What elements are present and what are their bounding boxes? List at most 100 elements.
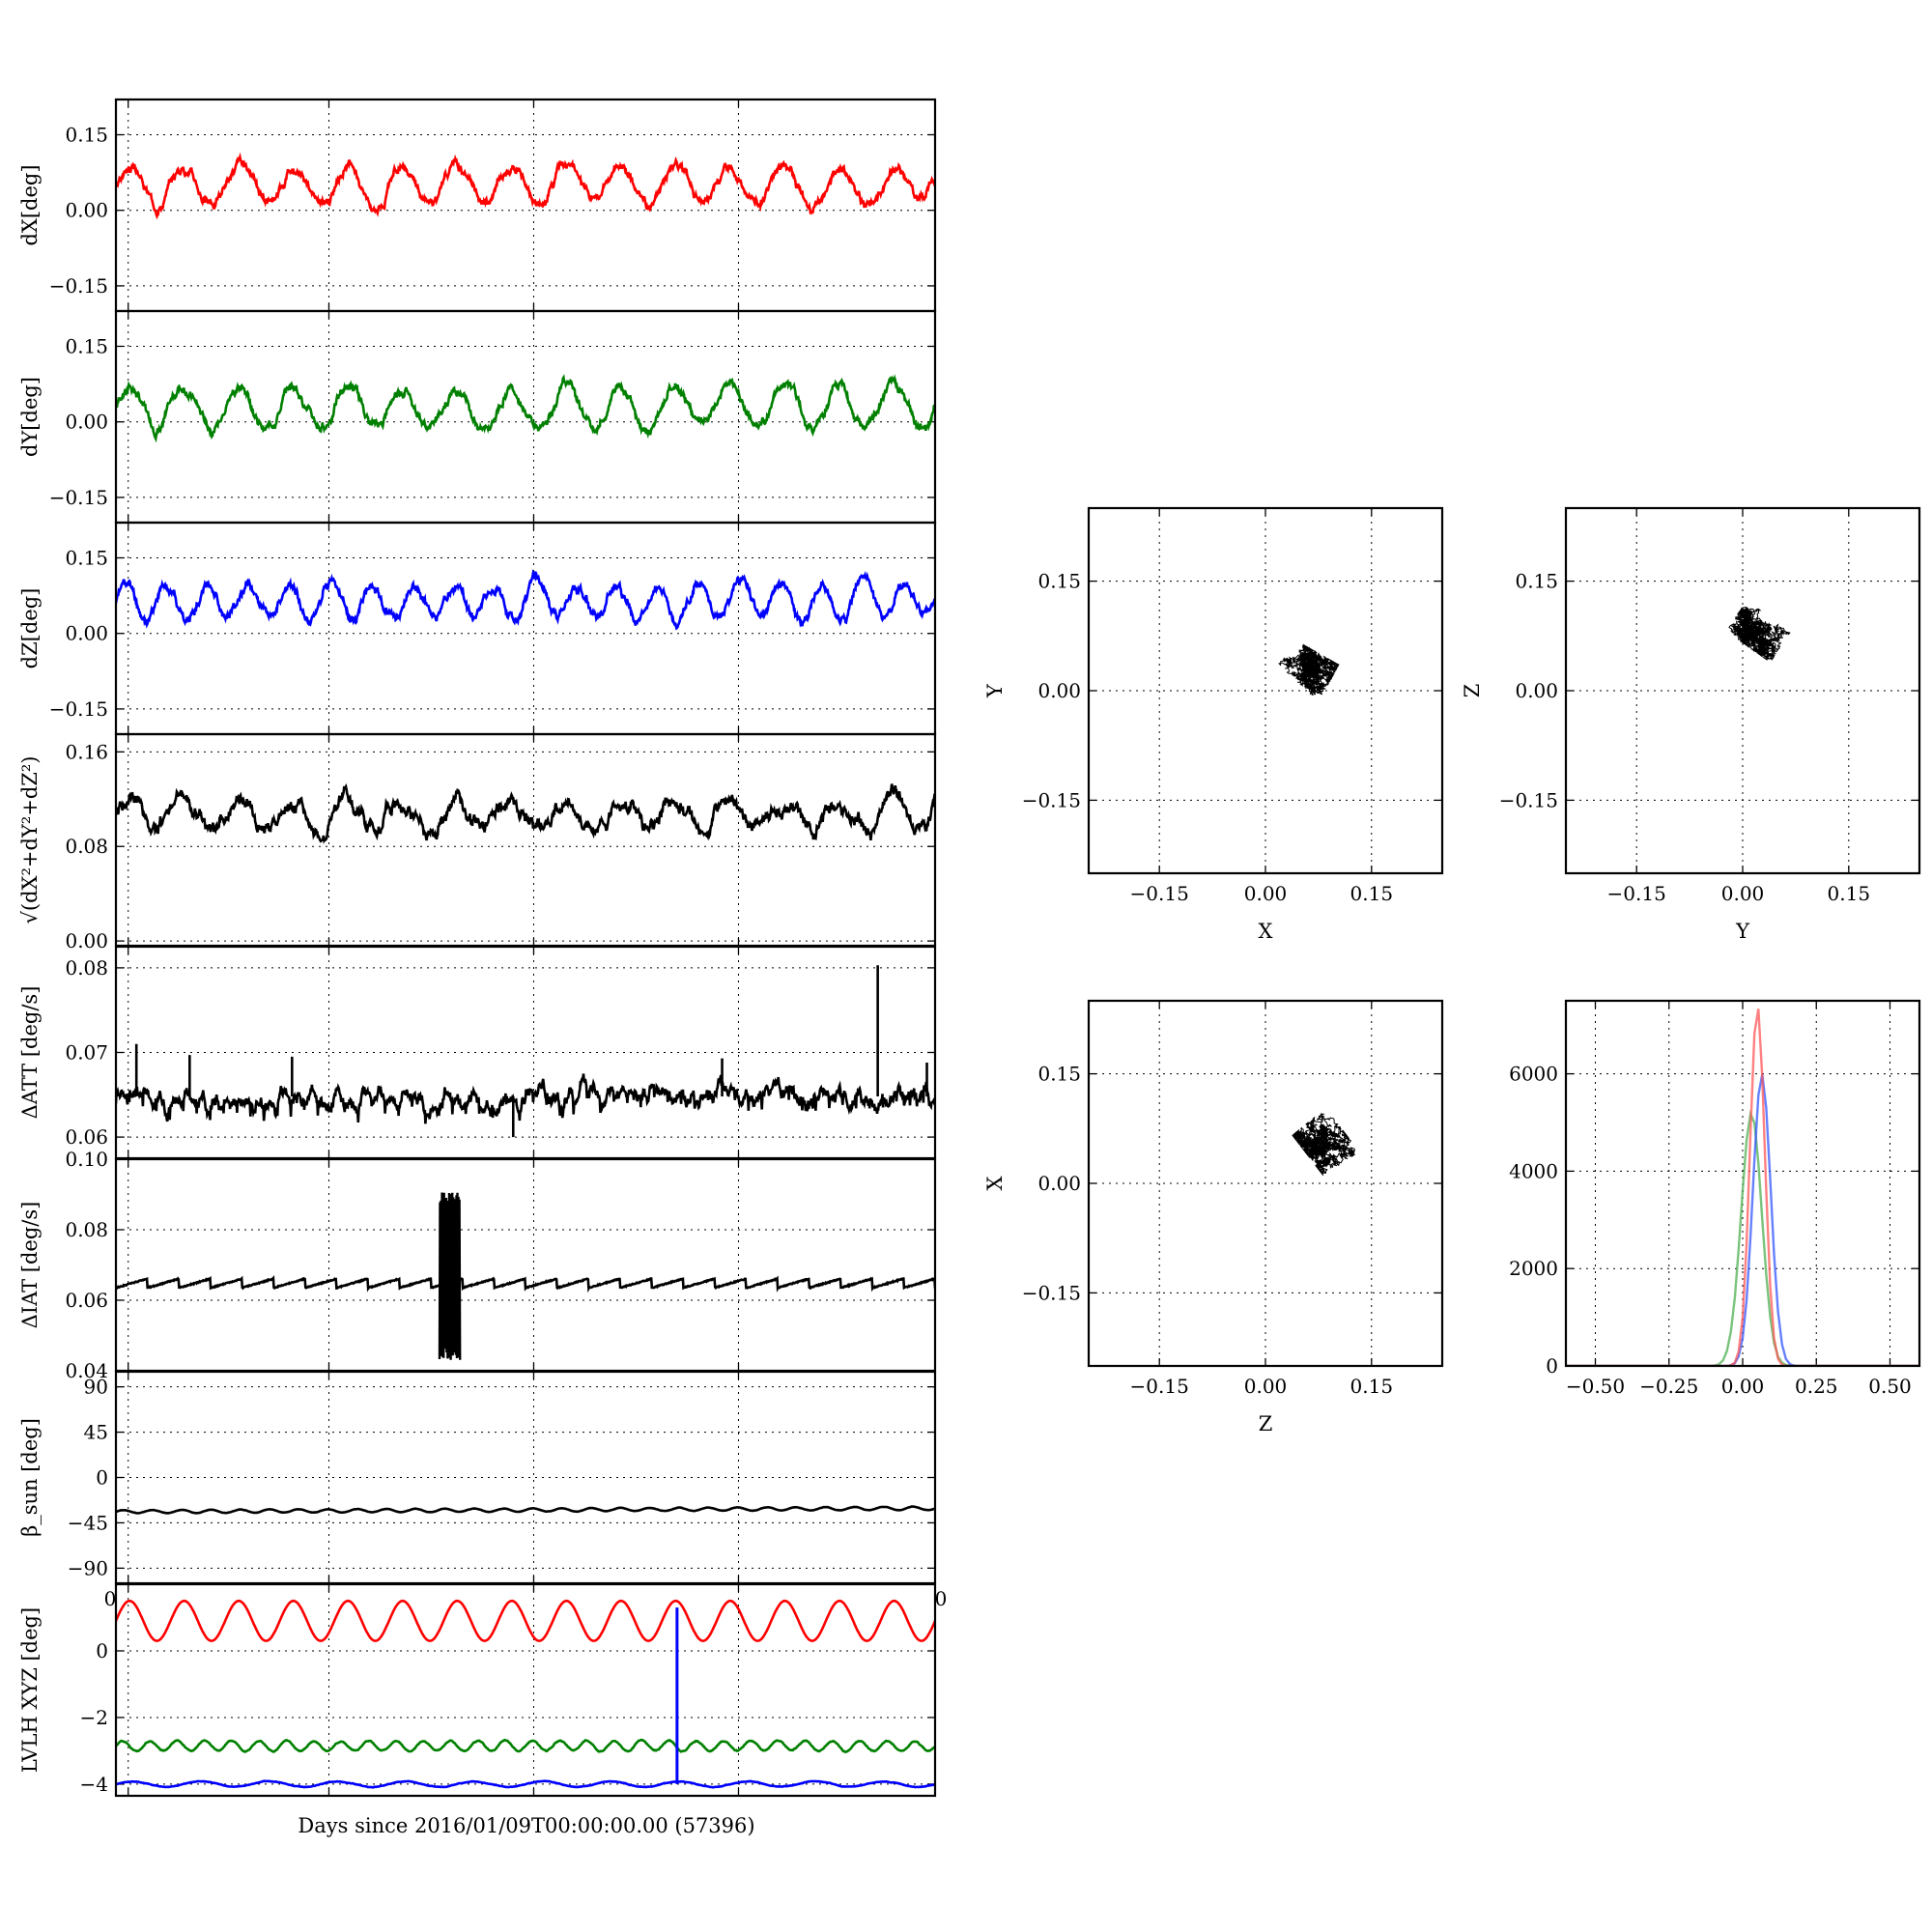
trajectory (1292, 1113, 1356, 1177)
axes-frame (114, 1157, 937, 1373)
axes-frame (114, 521, 937, 736)
y-tick-label: 0.15 (1037, 570, 1081, 593)
series-line (116, 782, 935, 844)
y-axis-label: LVLH XYZ [deg] (18, 1607, 42, 1773)
y-tick-label: 90 (84, 1376, 108, 1399)
x-tick-label: −0.25 (1639, 1375, 1698, 1398)
series-line (116, 1738, 935, 1754)
axes-frame (114, 98, 937, 313)
y-tick-label: −90 (68, 1556, 108, 1579)
series-line (116, 568, 935, 631)
y-tick-label: 0.06 (65, 1125, 108, 1149)
y-tick-label: 0.08 (65, 1218, 108, 1241)
y-tick-label: 0.06 (65, 1289, 108, 1312)
x-tick-label: 0 (935, 1587, 948, 1610)
panel-dz: 0.15 0.00 −0.15 dZ[deg] (18, 521, 937, 736)
y-axis-label: ΔIAT [deg/s] (18, 1202, 42, 1329)
y-tick-label: 0.15 (1515, 570, 1558, 593)
y-tick-label: 0.00 (1037, 679, 1081, 702)
x-axis-label: Z (1259, 1412, 1273, 1435)
x-tick-label: −0.15 (1130, 1375, 1189, 1398)
y-tick-label: 6000 (1509, 1063, 1558, 1086)
y-axis-label: β_sun [deg] (18, 1418, 42, 1537)
axes-frame (1564, 506, 1921, 875)
y-axis-label: X (983, 1176, 1007, 1190)
y-axis-label: dZ[deg] (18, 588, 42, 669)
x-tick-label: −0.50 (1566, 1375, 1625, 1398)
x-tick-label: 0.00 (1721, 882, 1765, 905)
x-tick-label: 0.15 (1350, 1375, 1394, 1398)
x-tick-label: 0.25 (1795, 1375, 1838, 1398)
panel-hist: 6000 4000 2000 0 −0.50 −0.25 0.00 0.25 0.50 (1509, 999, 1921, 1398)
y-tick-label: −4 (80, 1773, 108, 1796)
trajectory (1278, 643, 1340, 696)
y-axis-label: √(dX²+dY²+dZ²) (18, 756, 42, 924)
x-axis-label: X (1259, 920, 1273, 943)
plot-area (116, 568, 935, 631)
axes-frame (114, 1582, 937, 1798)
axes-frame (1087, 999, 1444, 1368)
y-tick-label: −0.15 (1022, 788, 1081, 811)
y-tick-label: 2000 (1509, 1257, 1558, 1280)
y-tick-label: 0.07 (65, 1041, 108, 1065)
x-tick-label: 0.50 (1868, 1375, 1912, 1398)
y-tick-label: 0.15 (1037, 1063, 1081, 1086)
series-line (116, 1275, 935, 1293)
y-tick-label: −0.15 (1499, 788, 1558, 811)
panel-beta: 90 45 0 −45 −90 β_sun [deg] (18, 1370, 937, 1585)
burst (438, 1192, 462, 1360)
plot-area (116, 152, 935, 220)
y-tick-label: 0.00 (65, 929, 108, 952)
x-tick-label: 0.00 (1244, 882, 1288, 905)
y-tick-label: 0.00 (65, 199, 108, 222)
y-tick-label: 0.15 (65, 547, 108, 570)
plot-area (1728, 607, 1791, 661)
plot-area (1292, 1113, 1356, 1177)
panel-dy: 0.15 0.00 −0.15 dY[deg] (18, 309, 937, 525)
y-axis-label: Z (1461, 684, 1484, 698)
panel-xy: 0.15 0.00 −0.15 −0.15 0.00 0.15 X Y (983, 506, 1444, 943)
x-axis-label: Y (1735, 920, 1750, 943)
y-axis-label: dX[deg] (18, 164, 42, 245)
plot-area (116, 1192, 935, 1360)
y-tick-label: 0.10 (65, 1148, 108, 1171)
y-axis-label: dY[deg] (18, 377, 42, 457)
x-tick-label: 0.00 (1244, 1375, 1288, 1398)
y-tick-label: 0 (96, 1639, 108, 1662)
y-axis-label: ΔATT [deg/s] (18, 986, 42, 1120)
panel-datt: 0.08 0.07 0.06 ΔATT [deg/s] (18, 945, 937, 1160)
axes-frame (1564, 999, 1921, 1368)
y-tick-label: −0.15 (49, 697, 108, 721)
plot-area (116, 782, 935, 844)
panel-diat: 0.10 0.08 0.06 0.04 ΔIAT [deg/s] (18, 1148, 937, 1382)
y-tick-label: −2 (80, 1706, 108, 1729)
y-tick-label: 0.15 (65, 124, 108, 147)
panel-zx: 0.15 0.00 −0.15 −0.15 0.00 0.15 Z X (983, 999, 1444, 1435)
y-tick-label: 0.00 (65, 411, 108, 434)
x-tick-label: 0.15 (1828, 882, 1871, 905)
axes-frame (114, 732, 937, 948)
series-line (116, 1779, 935, 1789)
shared-x-axis-label: Days since 2016/01/09T00:00:00.00 (57396… (298, 1814, 754, 1837)
y-tick-label: 0 (96, 1466, 108, 1490)
plot-area (1278, 643, 1340, 696)
x-tick-label: 0.15 (1350, 882, 1394, 905)
y-tick-label: 0.04 (65, 1359, 108, 1382)
y-tick-label: −45 (68, 1511, 108, 1534)
y-tick-label: 0.00 (1037, 1172, 1081, 1195)
panel-dx: 0.15 0.00 −0.15 dX[deg] (18, 98, 937, 313)
y-tick-label: 0.08 (65, 956, 108, 980)
series-line (116, 1073, 935, 1124)
panel-yz: 0.15 0.00 −0.15 −0.15 0.00 0.15 Y Z (1461, 506, 1921, 943)
y-tick-label: 0.00 (65, 622, 108, 645)
x-tick-label: 0.00 (1721, 1375, 1765, 1398)
y-tick-label: −0.15 (1022, 1281, 1081, 1304)
y-axis-label: Y (983, 683, 1007, 698)
y-tick-label: 0.16 (65, 740, 108, 763)
y-tick-label: −0.15 (49, 274, 108, 298)
plot-area (1566, 1009, 1919, 1366)
plot-area (116, 1599, 935, 1789)
histogram (1566, 1073, 1919, 1366)
x-tick-label: −0.15 (1607, 882, 1666, 905)
